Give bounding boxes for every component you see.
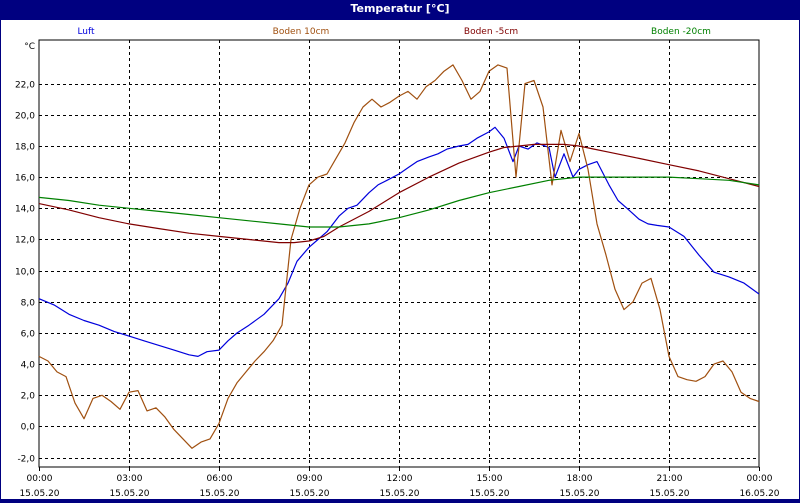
x-tick-date-label: 15.05.20 xyxy=(469,489,509,499)
y-tick-label: 6,0 xyxy=(21,330,36,340)
y-tick-label: 4,0 xyxy=(21,361,36,371)
x-tick-date-label: 15.05.20 xyxy=(559,489,599,499)
window-title: Temperatur [°C] xyxy=(0,0,800,20)
chart-panel: -2,0 0,0 2,0 4,0 6,0 8,0 10,0 12,0 14,0 16,0 18,0 2… xyxy=(1,20,799,499)
x-tick-time-label: 00:00 xyxy=(27,474,53,484)
series-line-3 xyxy=(38,176,760,228)
y-tick-label: 14,0 xyxy=(15,205,35,215)
x-tick-date-label: 16.05.20 xyxy=(739,489,779,499)
series-line-1 xyxy=(38,64,760,449)
series-lines xyxy=(38,64,760,449)
legend: Luft Boden 10cm Boden -5cm Boden -20cm xyxy=(77,27,711,37)
y-tick-label: 16,0 xyxy=(15,174,35,184)
y-tick-label: 12,0 xyxy=(15,236,35,246)
y-tick-label: -2,0 xyxy=(17,455,35,465)
legend-entry-1: Boden 10cm xyxy=(273,27,330,37)
y-tick-label: 10,0 xyxy=(15,268,35,278)
x-tick-date-label: 15.05.20 xyxy=(199,489,239,499)
x-tick-time-label: 21:00 xyxy=(657,474,683,484)
x-tick-time-label: 15:00 xyxy=(477,474,503,484)
y-axis-unit-label: °C xyxy=(24,42,35,52)
x-tick-date-label: 15.05.20 xyxy=(379,489,419,499)
x-tick-date-label: 15.05.20 xyxy=(649,489,689,499)
temperature-chart: -2,0 0,0 2,0 4,0 6,0 8,0 10,0 12,0 14,0 16,0 18,0 2… xyxy=(15,27,780,499)
y-tick-label: 18,0 xyxy=(15,143,35,153)
y-tick-label: 20,0 xyxy=(15,112,35,122)
y-tick-label: 8,0 xyxy=(21,299,36,309)
legend-entry-3: Boden -20cm xyxy=(651,27,711,37)
x-tick-date-label: 15.05.20 xyxy=(19,489,59,499)
x-tick-time-label: 06:00 xyxy=(207,474,233,484)
x-tick-time-label: 00:00 xyxy=(747,474,773,484)
x-tick-date-label: 15.05.20 xyxy=(109,489,149,499)
x-tick-time-label: 12:00 xyxy=(387,474,413,484)
legend-entry-2: Boden -5cm xyxy=(464,27,518,37)
x-tick-time-label: 18:00 xyxy=(567,474,593,484)
y-tick-label: 2,0 xyxy=(21,392,36,402)
axes: -2,0 0,0 2,0 4,0 6,0 8,0 10,0 12,0 14,0 16,0 18,0 2… xyxy=(15,42,780,499)
x-tick-time-label: 09:00 xyxy=(297,474,323,484)
legend-entry-0: Luft xyxy=(77,27,95,37)
series-line-0 xyxy=(38,126,760,357)
x-tick-time-label: 03:00 xyxy=(117,474,143,484)
series-line-2 xyxy=(38,143,760,244)
x-tick-date-label: 15.05.20 xyxy=(289,489,329,499)
y-tick-label: 0,0 xyxy=(21,423,36,433)
y-tick-label: 22,0 xyxy=(15,81,35,91)
grid xyxy=(38,39,760,468)
